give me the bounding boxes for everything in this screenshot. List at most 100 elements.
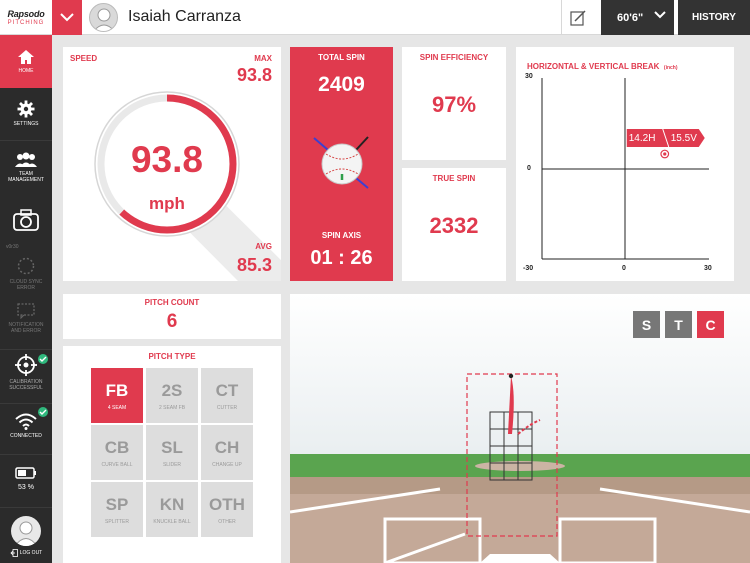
sidebar-label: NOTIFICATION AND ERROR [8, 322, 44, 334]
sidebar-label: LOG OUT [19, 550, 43, 556]
notification-icon [17, 303, 35, 319]
edit-note-icon [569, 9, 586, 26]
pitch-type-code: KN [159, 494, 185, 514]
total-spin-label: TOTAL SPIN [318, 53, 365, 62]
speed-gauge [94, 91, 281, 281]
sidebar-label: HOME [18, 68, 34, 74]
pitch-type-code: CB [104, 437, 130, 457]
user-icon [14, 521, 38, 546]
speed-panel: SPEED MAX 93.8 93.8 mph AVG 85.3 [63, 47, 281, 281]
battery-icon [15, 467, 36, 479]
ball-release-point [508, 373, 514, 379]
battery-percent: 53 % [18, 484, 34, 491]
sidebar-label: CLOUD SYNC ERROR [9, 279, 43, 291]
wifi-icon [15, 413, 37, 430]
check-badge-icon [38, 407, 48, 417]
user-icon [93, 8, 115, 31]
sidebar-item-settings[interactable]: SETTINGS [0, 88, 52, 141]
pitch-type-code: 2S [161, 380, 183, 400]
pitch-type-name: CURVE BALL [101, 461, 133, 468]
sidebar-item-home[interactable]: HOME [0, 35, 52, 88]
pitch-type-name: SPLITTER [105, 518, 129, 525]
pitch-type-code: FB [105, 380, 129, 400]
home-icon [18, 50, 34, 64]
sidebar-item-connection[interactable]: CONNECTED [0, 403, 52, 449]
avg-speed-value: 85.3 [236, 255, 272, 275]
pitch-count-panel: PITCH COUNT 6 [63, 294, 281, 339]
y-tick-bottom: -30 [523, 265, 534, 272]
sidebar-item-logout[interactable]: LOG OUT [0, 507, 52, 563]
total-spin-panel: TOTAL SPIN 2409 SPIN AXIS 01 : 26 [290, 47, 393, 281]
pitch-type-sl[interactable]: SL SLIDER [146, 425, 198, 480]
pitch-type-cb[interactable]: CB CURVE BALL [91, 425, 143, 480]
avg-label: AVG [255, 242, 272, 251]
true-spin-value: 2332 [429, 213, 479, 238]
pitch-type-panel: PITCH TYPE FB 4 SEAM 2S 2 SEAM FB CT CUTTER CB… [63, 346, 281, 563]
x-tick-mid: 0 [622, 265, 626, 272]
pitch-trajectory [508, 376, 514, 434]
edit-button[interactable] [561, 0, 593, 35]
chevron-down-icon [60, 13, 74, 22]
pitch-type-name: KNUCKLE BALL [153, 518, 191, 525]
sidebar-item-calibration[interactable]: CALIBRATION SUCCESSFUL [0, 349, 52, 399]
pitch-type-label: PITCH TYPE [148, 352, 196, 361]
true-spin-panel: TRUE SPIN 2332 [402, 168, 506, 281]
player-name: Isaiah Carranza [128, 8, 241, 25]
distance-value: 60'6" [617, 11, 644, 24]
total-spin-value: 2409 [318, 73, 365, 96]
break-panel: HORIZONTAL & VERTICAL BREAK (inch) 14.2H… [516, 47, 734, 281]
pitch-type-name: CHANGE UP [212, 461, 242, 468]
logo-text: Rapsodo [7, 9, 45, 19]
vertical-break-value: 15.5V [670, 132, 697, 144]
pitch-type-code: OTH [209, 494, 245, 514]
player-dropdown-button[interactable] [52, 0, 82, 35]
view-c-button[interactable]: C [697, 311, 724, 338]
view-s-button[interactable]: S [633, 311, 660, 338]
sidebar-label: SETTINGS [13, 121, 39, 127]
pitch-type-2s[interactable]: 2S 2 SEAM FB [146, 368, 198, 423]
gauge-arc [97, 94, 237, 234]
pitch-type-fb[interactable]: FB 4 SEAM [91, 368, 143, 423]
history-button[interactable]: HISTORY [678, 0, 750, 35]
sidebar-item-cloud[interactable]: CLOUD SYNC ERROR [0, 253, 52, 293]
user-avatar [11, 516, 41, 546]
check-badge-icon [38, 354, 48, 364]
team-icon [15, 152, 37, 167]
sidebar-item-notification[interactable]: NOTIFICATION AND ERROR [0, 299, 52, 339]
pitch-type-ch[interactable]: CH CHANGE UP [201, 425, 253, 480]
sidebar-item-camera[interactable] [0, 205, 52, 241]
sidebar-item-team[interactable]: TEAM MANAGEMENT [0, 142, 52, 195]
y-tick-mid: 0 [527, 165, 531, 172]
speed-unit: mph [149, 194, 185, 213]
strike-zone-grid [489, 411, 533, 481]
pitch-type-code: CT [215, 380, 239, 400]
player-avatar[interactable] [89, 3, 118, 32]
gear-icon [17, 100, 35, 118]
sidebar: HOME SETTINGS TEAM MANAGEMENT v0r30 CLOU… [0, 35, 52, 563]
pitch-type-ct[interactable]: CT CUTTER [201, 368, 253, 423]
crosshair-icon [15, 354, 37, 376]
speed-value: 93.8 [130, 139, 203, 180]
spin-efficiency-panel: SPIN EFFICIENCY 97% [402, 47, 506, 160]
pitch-type-name: CUTTER [216, 404, 238, 411]
logout-icon [10, 549, 18, 557]
break-chart [541, 78, 709, 260]
speed-label: SPEED [70, 54, 98, 63]
pitch-type-sp[interactable]: SP SPLITTER [91, 482, 143, 537]
distance-selector[interactable]: 60'6" [601, 0, 674, 35]
pitch-type-code: CH [214, 437, 240, 457]
break-point-center [663, 152, 667, 156]
spin-axis-value: 01 : 26 [310, 247, 373, 269]
pitch-type-oth[interactable]: OTH OTHER [201, 482, 253, 537]
chevron-down-icon [654, 11, 666, 19]
spin-efficiency-label: SPIN EFFICIENCY [419, 53, 489, 62]
pitch-type-name: 4 SEAM [107, 404, 127, 411]
strike-zone-frame [466, 373, 558, 537]
logo-subtext: PITCHING [7, 20, 45, 26]
pitch-type-kn[interactable]: KN KNUCKLE BALL [146, 482, 198, 537]
app-logo: Rapsodo PITCHING [0, 0, 52, 35]
pitch-type-code: SL [161, 437, 183, 457]
max-speed-value: 93.8 [236, 65, 272, 85]
y-tick-top: 30 [525, 73, 533, 80]
view-t-button[interactable]: T [665, 311, 692, 338]
